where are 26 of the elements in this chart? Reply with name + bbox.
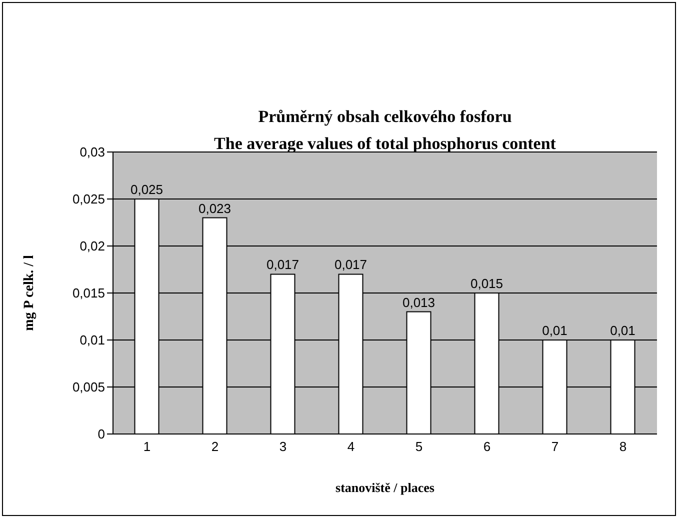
y-tick-label: 0,03 bbox=[80, 144, 105, 160]
y-tick-label: 0,025 bbox=[72, 192, 105, 207]
x-axis-title: stanoviště / places bbox=[334, 480, 436, 496]
y-tick-label: 0,02 bbox=[80, 238, 105, 254]
y-tick-label: 0 bbox=[98, 426, 105, 442]
data-label: 0,01 bbox=[610, 323, 636, 338]
x-tick-label: 1 bbox=[143, 439, 151, 454]
data-label: 0,013 bbox=[402, 294, 436, 310]
x-tick-label: 2 bbox=[211, 439, 219, 454]
x-tick-label: 4 bbox=[347, 439, 355, 454]
data-label: 0,025 bbox=[130, 182, 164, 197]
chart-title: Průměrný obsah celkového fosforu The average values of total phosphorus content bbox=[213, 106, 557, 155]
data-label: 0,015 bbox=[470, 276, 504, 291]
x-tick-label: 6 bbox=[483, 439, 491, 454]
y-tick-label: 0,01 bbox=[80, 332, 105, 348]
x-tick-label: 5 bbox=[415, 439, 423, 454]
x-tick-label: 3 bbox=[279, 439, 287, 454]
x-tick-label: 8 bbox=[619, 439, 627, 454]
data-label: 0,01 bbox=[542, 323, 568, 338]
y-axis-title: mg P celk. / l bbox=[22, 255, 38, 331]
data-label: 0,017 bbox=[334, 257, 368, 272]
y-tick-label: 0,005 bbox=[72, 380, 105, 395]
data-label: 0,017 bbox=[266, 257, 300, 272]
x-tick-label: 7 bbox=[551, 439, 559, 454]
y-tick-label: 0,015 bbox=[72, 286, 105, 301]
data-label: 0,023 bbox=[198, 200, 232, 216]
